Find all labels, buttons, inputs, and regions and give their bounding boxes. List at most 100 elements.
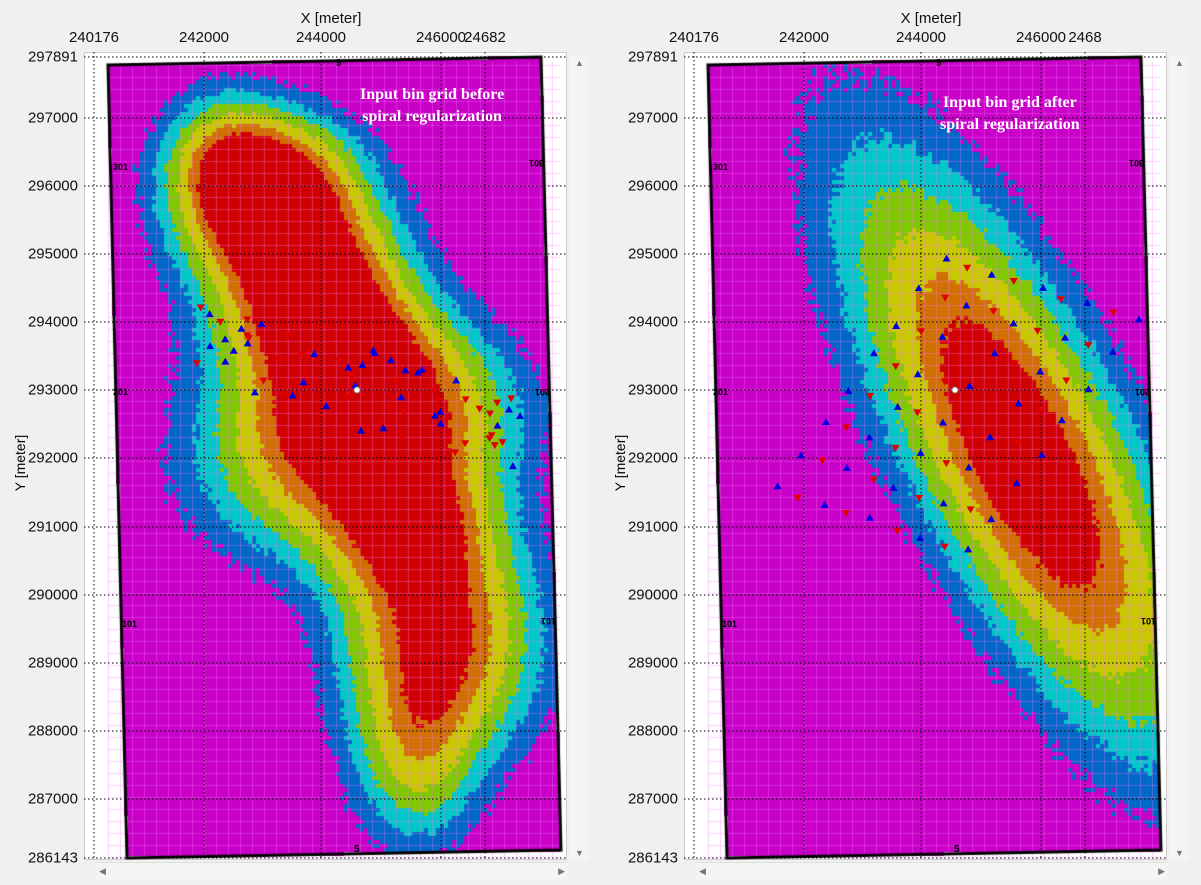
bin-grid-heatmap [84, 52, 567, 860]
boundary-label-left: 301 [713, 162, 728, 172]
receiver-marker [914, 284, 923, 292]
x-tick-label: 242000 [178, 29, 230, 46]
source-marker [963, 264, 972, 272]
receiver-marker [452, 376, 461, 384]
source-marker [961, 345, 970, 353]
plot-annotation: Input bin grid after spiral regularizatio… [940, 92, 1080, 136]
source-marker [429, 388, 438, 396]
receiver-marker [892, 321, 901, 329]
receiver-marker [938, 418, 947, 426]
source-marker [274, 356, 283, 364]
source-marker [988, 476, 997, 484]
y-tick-label: 295000 [627, 245, 678, 263]
boundary-label-left: 301 [113, 162, 128, 172]
x-axis-title: X [meter] [900, 10, 962, 27]
receiver-marker [206, 342, 215, 350]
y-tick-label: 291000 [27, 518, 78, 536]
receiver-marker [250, 388, 259, 396]
receiver-marker [493, 421, 502, 429]
x-tick-label: 240176 [68, 29, 120, 46]
source-marker [1009, 278, 1018, 286]
source-marker [493, 399, 502, 407]
receiver-marker [369, 346, 378, 354]
source-marker [335, 358, 344, 366]
scroll-right-icon[interactable]: ▶ [1158, 866, 1165, 876]
source-marker [866, 392, 875, 400]
y-tick-label: 297000 [627, 109, 678, 127]
y-tick-label: 296000 [627, 177, 678, 195]
y-tick-label: 290000 [27, 586, 78, 604]
source-marker [507, 395, 516, 403]
x-tick-label: 2468 [1068, 29, 1102, 46]
scroll-down-icon[interactable]: ▼ [575, 848, 584, 858]
source-marker [461, 396, 470, 404]
receiver-marker [221, 335, 230, 343]
boundary-label-bottom: 5 [354, 844, 360, 855]
y-tick-label: 289000 [627, 654, 678, 672]
vertical-scrollbar[interactable]: ▲ ▼ [1170, 56, 1188, 860]
scroll-up-icon[interactable]: ▲ [1175, 58, 1184, 68]
receiver-marker [965, 381, 974, 389]
receiver-marker [358, 360, 367, 368]
receiver-marker [987, 270, 996, 278]
receiver-marker [310, 350, 319, 358]
receiver-marker [508, 462, 517, 470]
receiver-marker [1014, 399, 1023, 407]
receiver-marker [1038, 283, 1047, 291]
receiver-marker [1083, 298, 1092, 306]
annotation-line-1: Input bin grid after [942, 94, 1077, 111]
x-tick-label: 240176 [668, 29, 720, 46]
receiver-marker [288, 391, 297, 399]
y-tick-label: 290000 [627, 586, 678, 604]
receiver-marker [397, 393, 406, 401]
y-tick-label: 297891 [27, 48, 78, 66]
y-tick-label: 297000 [27, 109, 78, 127]
scroll-up-icon[interactable]: ▲ [575, 58, 584, 68]
receiver-marker [1009, 319, 1018, 327]
receiver-marker [820, 500, 829, 508]
receiver-marker [379, 424, 388, 432]
receiver-marker [243, 339, 252, 347]
source-marker [893, 527, 902, 535]
source-marker [869, 476, 878, 484]
scroll-right-icon[interactable]: ▶ [558, 866, 565, 876]
source-marker [842, 424, 851, 432]
receiver-marker [990, 349, 999, 357]
receiver-marker [844, 386, 853, 394]
plot-overlay: 301 201 101 301 201 101 9 5 [684, 52, 1167, 860]
source-marker [475, 405, 484, 413]
source-marker [1084, 342, 1093, 350]
y-tick-label: 293000 [27, 381, 78, 399]
source-marker [793, 494, 802, 502]
source-marker [485, 435, 494, 443]
receiver-marker [916, 533, 925, 541]
receiver-marker [773, 482, 782, 490]
scroll-down-icon[interactable]: ▼ [1175, 848, 1184, 858]
horizontal-scrollbar[interactable]: ◀ ▶ [696, 862, 1168, 881]
source-marker [344, 393, 353, 401]
source-marker [917, 328, 926, 336]
center-marker [353, 386, 361, 394]
scroll-left-icon[interactable]: ◀ [699, 866, 706, 876]
receiver-marker [436, 407, 445, 415]
receiver-marker [913, 370, 922, 378]
source-marker [196, 304, 205, 312]
horizontal-scrollbar[interactable]: ◀ ▶ [96, 862, 568, 881]
y-tick-label: 286143 [27, 849, 78, 867]
source-marker [400, 408, 409, 416]
receiver-marker [942, 254, 951, 262]
y-tick-label: 294000 [627, 313, 678, 331]
scroll-left-icon[interactable]: ◀ [99, 866, 106, 876]
source-marker [1035, 407, 1044, 415]
vertical-scrollbar[interactable]: ▲ ▼ [570, 56, 588, 860]
receiver-marker [987, 515, 996, 523]
source-marker [277, 391, 286, 399]
source-marker [1062, 377, 1071, 385]
source-marker [451, 449, 460, 457]
receiver-marker [869, 349, 878, 357]
receiver-marker [1061, 333, 1070, 341]
y-tick-label: 286143 [627, 849, 678, 867]
receiver-marker [796, 451, 805, 459]
source-marker [965, 428, 974, 436]
y-tick-label: 288000 [627, 722, 678, 740]
